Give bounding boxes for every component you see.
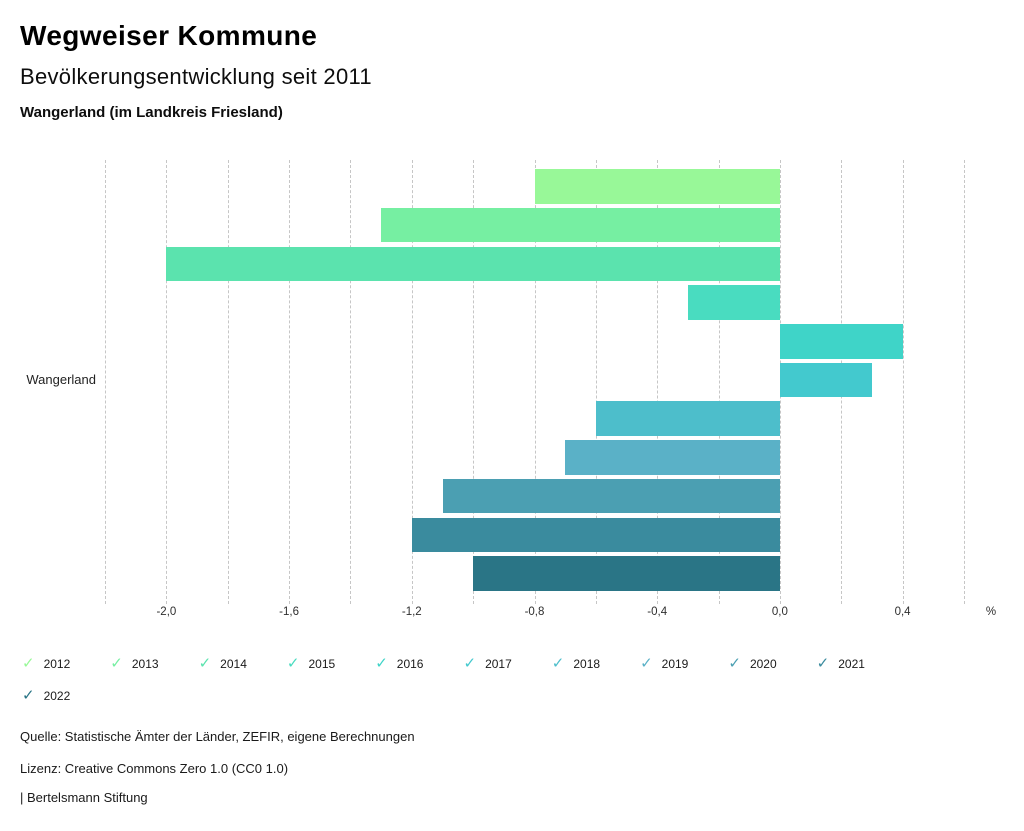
legend-item-2014[interactable]: ✓ 2014 (199, 656, 287, 672)
legend-year-label: 2016 (396, 657, 424, 671)
check-icon: ✓ (640, 655, 653, 672)
legend-item-2020[interactable]: ✓ 2020 (728, 656, 816, 672)
check-icon: ✓ (728, 655, 741, 672)
x-tick-label: -0,4 (647, 606, 668, 618)
gridline (718, 160, 720, 604)
gridline (902, 160, 904, 604)
legend-year-label: 2020 (749, 657, 777, 671)
gridline (657, 160, 659, 604)
bar-2022[interactable] (473, 556, 780, 591)
legend-item-2013[interactable]: ✓ 2013 (110, 656, 198, 672)
bar-2018[interactable] (595, 401, 780, 437)
bar-2019[interactable] (565, 440, 780, 475)
check-icon: ✓ (198, 655, 212, 672)
gridline (473, 160, 475, 604)
gridline (227, 160, 229, 604)
region-subtitle: Wangerland (im Landkreis Friesland) (20, 104, 283, 121)
license-text: Lizenz: Creative Commons Zero 1.0 (CC0 1… (20, 761, 289, 776)
x-tick-label: -0,8 (524, 606, 545, 618)
check-icon: ✓ (551, 655, 565, 672)
y-category-label: Wangerland (26, 372, 96, 387)
legend-item-2022[interactable]: ✓ 2022 (22, 688, 110, 704)
x-tick-label: -1,2 (401, 606, 422, 618)
bar-2013[interactable] (381, 207, 780, 243)
x-tick-label: -2,0 (156, 606, 177, 618)
legend-year-label: 2018 (573, 657, 601, 671)
x-tick-label: -1,6 (279, 606, 300, 618)
legend-item-2018[interactable]: ✓ 2018 (552, 656, 640, 672)
gridline (350, 160, 352, 604)
legend-year-label: 2022 (43, 689, 71, 703)
x-tick-label: 0,0 (771, 606, 788, 618)
check-icon: ✓ (22, 687, 35, 704)
bar-2020[interactable] (442, 478, 780, 514)
page-title: Wegweiser Kommune (20, 20, 318, 51)
axis-unit-label: % (985, 606, 997, 618)
gridline (534, 160, 536, 604)
bar-2015[interactable] (687, 285, 780, 320)
bar-2016[interactable] (779, 323, 903, 359)
gridline (105, 160, 106, 604)
check-icon: ✓ (286, 655, 300, 672)
x-tick-label: 0,4 (894, 606, 911, 618)
attribution-text: | Bertelsmann Stiftung (20, 790, 148, 805)
legend: ✓ 2012 ✓ 2013 ✓ 2014 ✓ 2015 ✓ 2016 ✓ 2017 ✓ 2018 ✓ 2019… (22, 656, 962, 704)
legend-item-2021[interactable]: ✓ 2021 (817, 656, 905, 672)
bar-2017[interactable] (779, 362, 872, 398)
chart-title: Bevölkerungsentwicklung seit 2011 (20, 64, 372, 89)
legend-year-label: 2017 (485, 657, 512, 671)
legend-item-2012[interactable]: ✓ 2012 (22, 656, 110, 672)
legend-year-label: 2014 (220, 657, 247, 671)
check-icon: ✓ (22, 655, 35, 672)
legend-item-2015[interactable]: ✓ 2015 (287, 656, 375, 672)
legend-item-2016[interactable]: ✓ 2016 (375, 656, 463, 672)
legend-item-2017[interactable]: ✓ 2017 (463, 656, 551, 672)
bar-2014[interactable] (166, 246, 780, 282)
check-icon: ✓ (110, 655, 123, 672)
gridline (595, 160, 597, 604)
legend-year-label: 2021 (838, 657, 865, 671)
legend-year-label: 2012 (43, 657, 71, 671)
population-bar-chart: Wangerland -2,0 -1,6 -1,2 -0,8 -0,4 0,0 0,4 % (26, 160, 997, 618)
gridline (166, 160, 168, 604)
source-text: Quelle: Statistische Ämter der Länder, Z… (20, 729, 415, 744)
plot-area (105, 160, 965, 604)
gridline (964, 160, 965, 604)
legend-year-label: 2019 (661, 657, 689, 671)
legend-item-2019[interactable]: ✓ 2019 (640, 656, 728, 672)
check-icon: ✓ (375, 655, 388, 672)
check-icon: ✓ (463, 655, 477, 672)
legend-year-label: 2015 (308, 657, 336, 671)
gridline (289, 160, 291, 604)
bar-2012[interactable] (534, 169, 780, 204)
bar-2021[interactable] (411, 517, 780, 553)
gridline (411, 160, 413, 604)
legend-year-label: 2013 (131, 657, 159, 671)
check-icon: ✓ (816, 655, 830, 672)
